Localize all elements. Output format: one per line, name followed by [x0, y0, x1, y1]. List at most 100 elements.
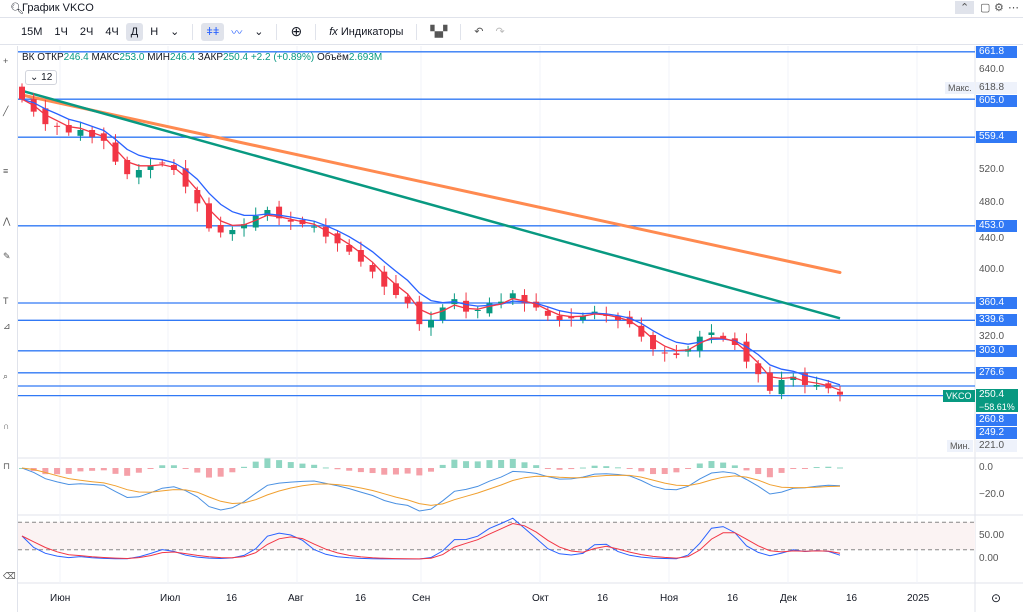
min-price-label: 221.0 — [976, 440, 1017, 452]
macd-histogram-bar — [720, 462, 727, 468]
undo-icon[interactable]: ↶ — [474, 26, 484, 38]
time-axis-label: 16 — [355, 593, 367, 604]
candle-body — [124, 159, 131, 175]
fib-icon[interactable]: ≡ — [3, 166, 9, 176]
candle-body — [568, 316, 575, 319]
macd-histogram-bar — [579, 467, 586, 469]
candles-icon[interactable]: ǂǂ — [201, 22, 225, 41]
macd-histogram-bar — [65, 468, 72, 474]
candle-body — [521, 294, 528, 304]
measure-icon[interactable]: ⊿ — [3, 321, 11, 331]
gear-icon[interactable]: ⚙ — [994, 2, 1004, 14]
macd-histogram-bar — [755, 468, 762, 475]
level-price-label[interactable]: 303.0 — [976, 344, 1017, 357]
macd-tick: 0.0 — [976, 462, 1017, 474]
macd-histogram-bar — [731, 465, 738, 468]
indicators-collapse-button[interactable]: ⌄ 12 — [25, 70, 58, 85]
trash-icon[interactable]: ⌫ — [3, 571, 16, 581]
macd-histogram-bar — [135, 468, 142, 473]
candle-body — [556, 315, 563, 320]
macd-histogram-bar — [521, 462, 528, 468]
candle-body — [463, 300, 470, 312]
level-price-label[interactable]: 661.8 — [976, 45, 1017, 58]
candle-body — [287, 219, 294, 222]
change-value: +2.2 (+0.89%) — [250, 52, 315, 63]
pattern-icon[interactable]: ⋀ — [3, 216, 11, 226]
level-price-label[interactable]: 360.4 — [976, 296, 1017, 309]
macd-histogram-bar — [217, 468, 224, 477]
macd-histogram-bar — [42, 468, 49, 475]
magnet-icon[interactable]: ∩ — [3, 421, 10, 431]
macd-histogram-bar — [322, 467, 329, 469]
candle-body — [217, 224, 224, 233]
brush-icon[interactable]: ✎ — [3, 251, 11, 261]
level-price-label[interactable]: 249.2 — [976, 427, 1017, 439]
macd-histogram-bar — [673, 468, 680, 473]
macd-histogram-bar — [439, 464, 446, 468]
chevron-down-icon[interactable]: ⌄ — [170, 26, 180, 38]
macd-histogram-bar — [287, 462, 294, 468]
fullscreen-icon[interactable]: ▢ — [980, 2, 991, 14]
interval-2h[interactable]: 2Ч — [79, 25, 94, 38]
text-icon[interactable]: T — [3, 296, 9, 306]
redo-icon[interactable]: ↷ — [495, 26, 505, 38]
level-price-label[interactable]: 559.4 — [976, 131, 1017, 144]
low-value: 246.4 — [169, 52, 196, 63]
interval-4h[interactable]: 4Ч — [105, 25, 119, 38]
level-price-label[interactable]: 339.6 — [976, 314, 1017, 327]
trendline-icon[interactable]: ╱ — [3, 106, 9, 116]
compare-plus-icon[interactable]: ⊕ — [290, 23, 303, 39]
collapse-icon[interactable]: ⌃ — [955, 1, 975, 14]
lock-icon[interactable]: ⊓ — [3, 461, 11, 471]
ema-fast-line — [21, 98, 841, 391]
macd-histogram-bar — [369, 468, 376, 474]
price-tick: 440.0 — [976, 232, 1017, 245]
interval-15m[interactable]: 15М — [21, 25, 43, 38]
macd-histogram-bar — [568, 468, 575, 470]
macd-histogram-bar — [685, 468, 692, 469]
time-axis-label: 16 — [597, 593, 609, 604]
candle-body — [241, 224, 248, 229]
macd-histogram-bar — [194, 468, 201, 473]
open-label: ОТКР — [37, 52, 64, 63]
time-axis-label: 16 — [846, 593, 858, 604]
macd-histogram-bar — [428, 468, 434, 472]
settings-icon[interactable]: ⊙ — [991, 591, 1002, 605]
macd-histogram-bar — [790, 468, 797, 469]
candle-body — [392, 283, 399, 295]
stoch-k-line — [21, 517, 841, 560]
divider — [460, 23, 462, 40]
macd-histogram-bar — [614, 467, 621, 469]
macd-histogram-bar — [451, 459, 458, 468]
interval-day[interactable]: Д — [125, 22, 144, 41]
macd-histogram-bar — [182, 468, 189, 469]
macd-histogram-bar — [696, 463, 703, 468]
macd-histogram-bar — [100, 468, 107, 471]
line-chart-icon[interactable]: 〰 — [231, 26, 243, 39]
crosshair-icon[interactable]: + — [3, 56, 9, 66]
search-icon[interactable]: 🔍︎ — [10, 3, 24, 15]
level-price-label[interactable]: 605.0 — [976, 94, 1017, 107]
indicators-label: Индикаторы — [340, 25, 404, 38]
volume-label: Объём — [316, 52, 349, 63]
level-price-label[interactable]: 260.8 — [976, 414, 1017, 426]
indicators-button[interactable]: fx Индикаторы — [324, 23, 408, 41]
candle-body — [813, 384, 820, 387]
level-price-label[interactable]: 453.0 — [976, 219, 1017, 232]
macd-histogram-bar — [556, 468, 563, 470]
candle-body — [147, 165, 154, 170]
more-icon[interactable]: ⋯ — [1008, 2, 1019, 14]
interval-1h[interactable]: 1Ч — [54, 25, 68, 38]
macd-histogram-bar — [801, 468, 808, 469]
chevron-down-icon[interactable]: ⌄ — [254, 26, 264, 38]
indicator-count: 12 — [41, 72, 53, 83]
level-price-label[interactable]: 276.6 — [976, 366, 1017, 379]
candle-body — [252, 215, 259, 228]
macd-histogram-bar — [357, 468, 364, 473]
stoch-tick: 0.00 — [976, 553, 1017, 565]
zoom-icon[interactable]: ⌕ — [3, 371, 9, 381]
interval-week[interactable]: Н — [150, 25, 159, 38]
ohlc-legend: ВК ОТКР246.4 МАКС253.0 МИН246.4 ЗАКР250.… — [22, 52, 382, 63]
layouts-icon[interactable]: ▚▞ — [430, 26, 448, 38]
